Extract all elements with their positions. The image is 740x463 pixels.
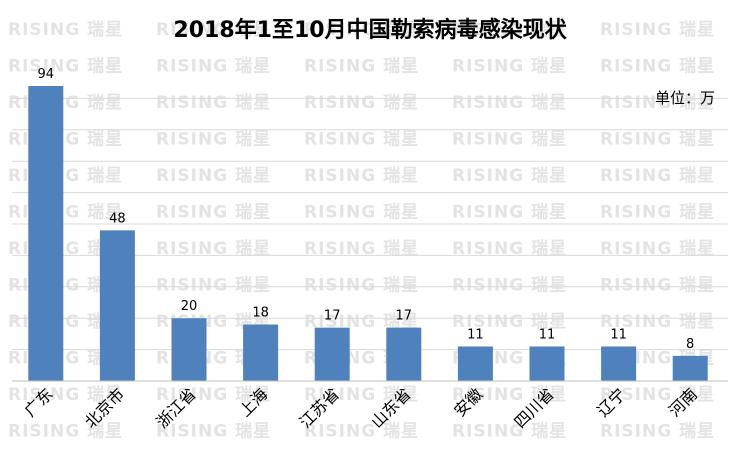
watermark-text: RISING 瑞星 <box>600 385 715 405</box>
watermark-text: RISING 瑞星 <box>8 57 123 77</box>
watermark-text: RISING 瑞星 <box>8 130 123 150</box>
bar <box>314 327 350 381</box>
watermark-text: RISING 瑞星 <box>304 385 419 405</box>
watermark-text: RISING 瑞星 <box>156 422 271 442</box>
watermark-text: RISING 瑞星 <box>600 20 715 40</box>
watermark-text: RISING 瑞星 <box>156 20 271 40</box>
watermark-text: RISING 瑞星 <box>156 130 271 150</box>
bar <box>386 327 422 381</box>
watermark-text: RISING 瑞星 <box>452 312 567 332</box>
watermark-text: RISING 瑞星 <box>304 422 419 442</box>
watermark-text: RISING 瑞星 <box>452 57 567 77</box>
watermark-text: RISING 瑞星 <box>156 276 271 296</box>
chart-title: 2018年1至10月中国勒索病毒感染现状 <box>173 17 567 43</box>
bar <box>171 318 207 381</box>
watermark-text: RISING 瑞星 <box>452 166 567 186</box>
watermark-text: RISING 瑞星 <box>8 166 123 186</box>
watermark-text: RISING 瑞星 <box>156 239 271 259</box>
unit-label: 单位：万 <box>655 89 715 107</box>
watermark-text: RISING 瑞星 <box>8 20 123 40</box>
value-label: 11 <box>539 327 556 342</box>
watermark-text: RISING 瑞星 <box>304 57 419 77</box>
bar <box>529 346 565 381</box>
watermark-text: RISING 瑞星 <box>600 276 715 296</box>
watermark-text: RISING 瑞星 <box>600 57 715 77</box>
bar <box>28 86 64 381</box>
watermark-text: RISING 瑞星 <box>600 166 715 186</box>
bars <box>28 86 708 381</box>
value-label: 8 <box>686 337 694 352</box>
watermark-text: RISING 瑞星 <box>156 203 271 223</box>
watermark-text: RISING 瑞星 <box>156 93 271 113</box>
watermark-layer: RISING 瑞星 RISING 瑞星 RISING 瑞星 RISING 瑞星 RISI… <box>8 20 715 442</box>
watermark-text: RISING 瑞星 <box>600 130 715 150</box>
bar <box>601 346 637 381</box>
watermark-text: RISING 瑞星 <box>600 203 715 223</box>
bar <box>243 324 279 381</box>
watermark-text: RISING 瑞星 <box>452 276 567 296</box>
value-label: 17 <box>396 309 413 324</box>
watermark-text: RISING 瑞星 <box>452 20 567 40</box>
watermark-text: RISING 瑞星 <box>452 93 567 113</box>
watermark-text: RISING 瑞星 <box>304 203 419 223</box>
watermark-text: RISING 瑞星 <box>304 166 419 186</box>
watermark-text: RISING 瑞星 <box>304 20 419 40</box>
watermark-text: RISING 瑞星 <box>600 422 715 442</box>
watermark-text: RISING 瑞星 <box>452 130 567 150</box>
bar <box>99 230 135 381</box>
value-label: 48 <box>109 211 126 226</box>
watermark-text: RISING 瑞星 <box>304 130 419 150</box>
bar <box>457 346 493 381</box>
watermark-text: RISING 瑞星 <box>452 422 567 442</box>
watermark-text: RISING 瑞星 <box>156 166 271 186</box>
watermark-text: RISING 瑞星 <box>304 276 419 296</box>
watermark-text: RISING 瑞星 <box>156 385 271 405</box>
watermark-text: RISING 瑞星 <box>8 422 123 442</box>
watermark-text: RISING 瑞星 <box>8 203 123 223</box>
watermark-text: RISING 瑞星 <box>304 312 419 332</box>
watermark-text: RISING 瑞星 <box>452 203 567 223</box>
value-label: 20 <box>181 299 198 314</box>
value-label: 11 <box>467 327 484 342</box>
watermark-text: RISING 瑞星 <box>452 385 567 405</box>
value-label: 11 <box>610 327 627 342</box>
bar <box>672 355 708 381</box>
watermark-text: RISING 瑞星 <box>600 312 715 332</box>
watermark-text: RISING 瑞星 <box>156 57 271 77</box>
watermark-text: RISING 瑞星 <box>304 93 419 113</box>
watermark-text: RISING 瑞星 <box>8 93 123 113</box>
watermark-text: RISING 瑞星 <box>8 385 123 405</box>
watermark-text: RISING 瑞星 <box>452 239 567 259</box>
value-label: 17 <box>324 309 341 324</box>
value-label: 94 <box>38 67 55 82</box>
watermark-text: RISING 瑞星 <box>304 239 419 259</box>
value-labels: 94 48 20 18 17 17 11 11 11 8 <box>38 67 695 352</box>
value-label: 18 <box>252 306 269 321</box>
watermark-text: RISING 瑞星 <box>600 239 715 259</box>
